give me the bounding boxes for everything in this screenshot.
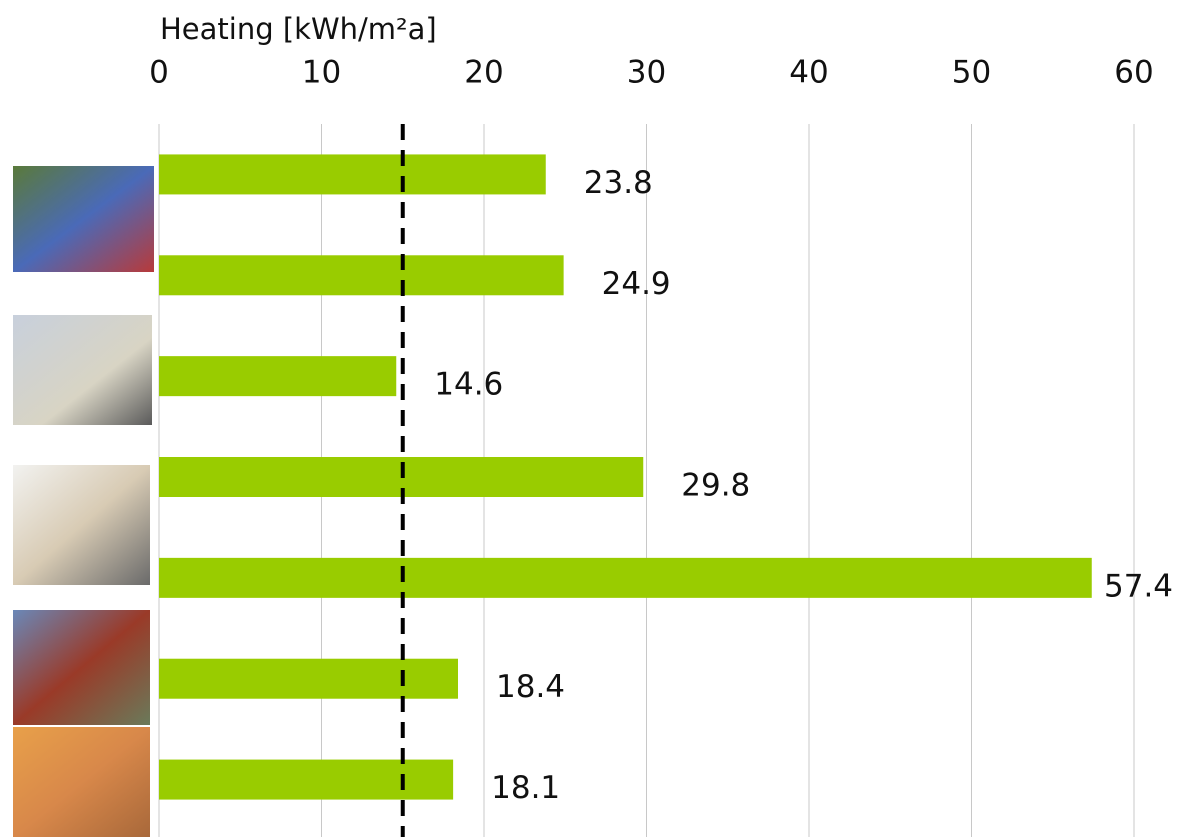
photo (13, 727, 150, 837)
value-label: 14.6 (434, 367, 503, 403)
x-tick-label: 30 (627, 55, 666, 91)
x-tick-label: 0 (149, 55, 169, 91)
x-tick-label: 50 (952, 55, 991, 91)
value-label: 23.8 (584, 165, 653, 201)
axis-title: Heating [kWh/m²a] (160, 12, 437, 46)
value-label: 57.4 (1104, 568, 1173, 604)
bar (159, 557, 1092, 598)
photo (13, 610, 150, 725)
photo (13, 465, 150, 585)
bar (159, 759, 454, 800)
bar (159, 154, 546, 195)
value-label: 18.1 (491, 770, 560, 806)
bar (159, 658, 458, 699)
photo (13, 315, 152, 425)
bar (159, 356, 397, 397)
x-tick-label: 40 (789, 55, 828, 91)
x-tick-label: 20 (464, 55, 503, 91)
photo (13, 166, 154, 272)
bar (159, 255, 564, 296)
x-tick-label: 60 (1114, 55, 1153, 91)
value-label: 18.4 (496, 669, 565, 705)
x-tick-label: 10 (302, 55, 341, 91)
value-label: 29.8 (681, 468, 750, 504)
value-label: 24.9 (602, 266, 671, 302)
